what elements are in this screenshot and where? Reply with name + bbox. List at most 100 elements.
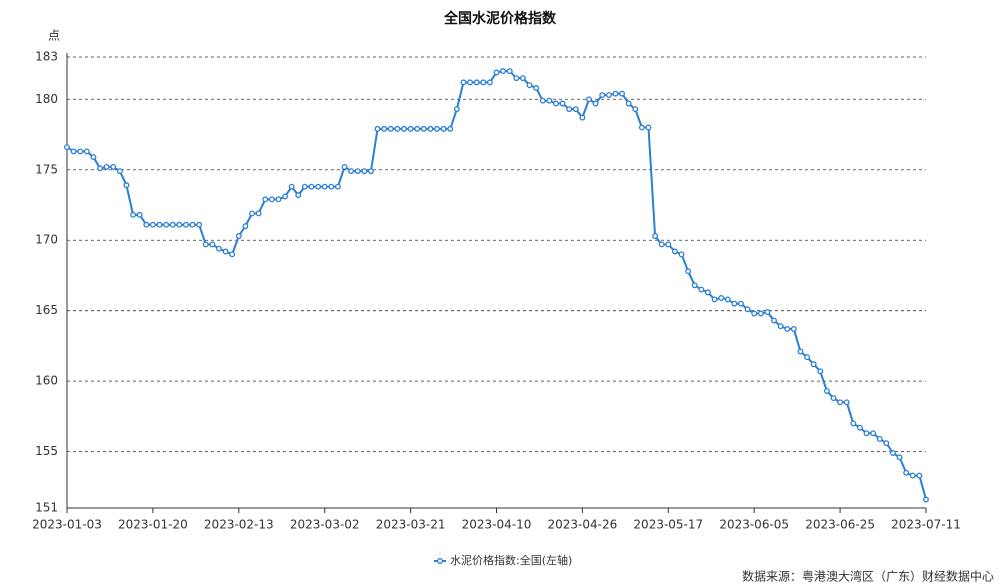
data-point — [678, 251, 685, 258]
data-point — [665, 241, 672, 248]
data-point — [202, 241, 209, 248]
data-point — [519, 75, 526, 82]
data-point — [890, 450, 896, 456]
data-point — [724, 296, 731, 303]
data-point — [334, 183, 341, 190]
data-point — [328, 183, 335, 190]
data-point — [222, 248, 229, 255]
data-point — [288, 183, 295, 190]
y-tick-label: 151 — [35, 501, 58, 515]
data-point — [90, 154, 97, 161]
data-point — [235, 233, 242, 239]
data-point — [493, 69, 500, 76]
data-point — [652, 233, 659, 239]
data-point — [70, 148, 77, 155]
data-point — [116, 168, 123, 175]
data-point — [572, 106, 579, 113]
data-point — [361, 168, 368, 175]
data-point — [784, 326, 791, 332]
x-tick-label: 2023-04-26 — [548, 518, 618, 532]
data-point — [315, 183, 322, 190]
data-point — [97, 165, 103, 172]
data-point — [262, 196, 269, 203]
data-point — [282, 193, 289, 200]
data-point — [817, 368, 824, 375]
data-point — [414, 125, 421, 132]
data-point — [923, 496, 929, 503]
x-tick-label: 2023-03-21 — [376, 518, 446, 532]
data-point — [387, 125, 394, 132]
data-point — [341, 163, 348, 170]
data-point — [632, 106, 639, 113]
data-point — [625, 100, 632, 107]
data-point — [599, 92, 606, 99]
data-point — [163, 221, 170, 228]
chart-title: 全国水泥价格指数 — [443, 10, 557, 27]
data-point — [110, 163, 117, 170]
data-point — [619, 90, 625, 97]
data-point — [804, 354, 811, 361]
data-point — [394, 125, 401, 132]
series-line — [66, 70, 927, 500]
source: 数据来源：粤港澳大湾区（广东）财经数据中心 — [742, 569, 994, 584]
y-axis-label: 点 — [48, 29, 60, 43]
data-point — [83, 148, 90, 155]
data-point — [843, 399, 850, 406]
x-tick-label: 2023-01-03 — [32, 518, 102, 532]
data-point — [182, 221, 189, 228]
data-point — [738, 300, 744, 307]
x-tick-label: 2023-02-13 — [204, 518, 274, 532]
data-point — [896, 454, 903, 461]
legend-label: 水泥价格指数:全国(左轴) — [450, 553, 572, 567]
data-point — [771, 317, 777, 324]
data-point — [671, 248, 678, 255]
data-point — [308, 183, 315, 190]
data-point — [883, 440, 890, 447]
y-tick-label: 165 — [35, 303, 58, 317]
x-tick-label: 2023-07-11 — [891, 518, 961, 532]
data-point — [916, 472, 923, 479]
data-point — [533, 85, 540, 91]
data-point — [876, 435, 883, 442]
data-point — [368, 168, 374, 175]
y-tick-label: 160 — [35, 374, 58, 388]
data-point — [447, 125, 454, 132]
data-point — [863, 430, 870, 437]
data-point — [903, 469, 910, 476]
data-point — [209, 241, 216, 248]
data-point — [381, 125, 388, 132]
x-tick-label: 2023-06-05 — [719, 518, 789, 532]
data-point — [473, 79, 480, 86]
data-point — [698, 286, 705, 293]
data-point — [909, 472, 916, 479]
data-point — [810, 361, 817, 368]
data-point — [658, 241, 665, 248]
data-point — [751, 310, 758, 317]
data-point — [757, 310, 764, 317]
data-point — [348, 168, 355, 175]
data-point — [685, 268, 692, 275]
data-point — [586, 96, 592, 103]
data-point — [467, 79, 474, 86]
data-point — [645, 124, 652, 131]
data-point — [321, 183, 328, 190]
y-tick-label: 155 — [35, 444, 58, 458]
x-tick-label: 2023-06-25 — [805, 518, 875, 532]
y-tick-label: 183 — [35, 50, 58, 64]
y-tick-label: 170 — [35, 233, 58, 247]
data-point — [638, 124, 645, 131]
y-tick-label: 180 — [35, 92, 58, 106]
data-point — [704, 289, 711, 296]
data-point — [777, 323, 784, 330]
data-point — [149, 221, 156, 228]
data-point — [407, 125, 414, 132]
data-point — [539, 97, 546, 104]
data-point — [526, 82, 533, 89]
data-point — [612, 90, 619, 97]
data-point — [440, 125, 447, 132]
data-point — [123, 182, 130, 189]
x-tick-label: 2023-03-02 — [290, 518, 360, 532]
data-point — [711, 296, 718, 303]
x-tick-label: 2023-01-20 — [118, 518, 188, 532]
x-tick-label: 2023-04-10 — [462, 518, 532, 532]
